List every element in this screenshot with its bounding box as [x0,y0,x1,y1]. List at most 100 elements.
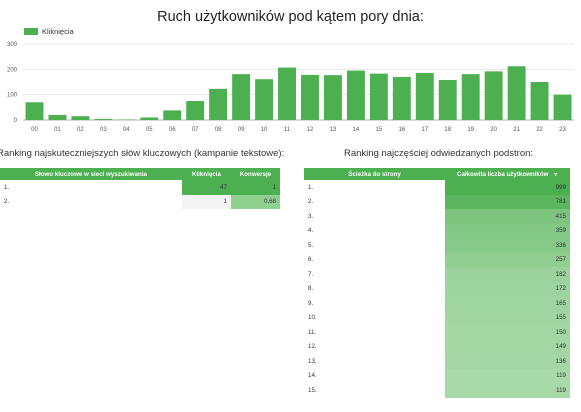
bar-20[interactable] [484,71,503,120]
page-row[interactable]: 2. 781 [304,194,570,209]
x-tick-label: 19 [467,127,474,133]
users-cell: 359 [445,223,570,238]
keyword-cell: 2. [4,198,10,206]
page-row[interactable]: 7. 182 [304,267,570,282]
bar-07[interactable] [186,101,205,120]
bar-14[interactable] [346,70,365,120]
conversions-cell: 0,68 [230,194,280,209]
page-row[interactable]: 4. 359 [304,223,570,238]
users-cell: 149 [445,339,570,354]
page-row[interactable]: 1. 999 [304,180,570,195]
page-row[interactable]: 8. 172 [304,281,570,296]
bar-00[interactable] [25,102,44,120]
users-column-header[interactable]: Całkowita liczba użytkowników ▼ [445,168,570,180]
users-cell: 165 [445,296,570,311]
chart-legend: Kliknięcia [24,27,74,36]
x-tick-label: 23 [559,127,566,133]
bar-04[interactable] [117,119,136,120]
conversions-column-header[interactable]: Konwersje [230,168,280,180]
page-row[interactable]: 9. 165 [304,296,570,311]
bar-22[interactable] [530,82,549,120]
keyword-column-header[interactable]: Słowo kluczowe w sieci wyszukiwania [0,168,182,180]
bar-23[interactable] [553,94,572,120]
path-cell: 11. [308,328,317,336]
bar-18[interactable] [438,79,457,120]
bar-15[interactable] [369,73,388,120]
pages-section-title: Ranking najczęściej odwiedzanych podstro… [344,148,534,159]
sort-desc-icon[interactable]: ▼ [553,171,559,178]
path-cell: 1. [308,183,314,191]
path-cell: 8. [308,285,314,293]
x-tick-label: 11 [284,127,291,133]
page-row[interactable]: 10. 155 [304,310,570,325]
bar-02[interactable] [71,116,90,120]
keyword-cell: 1. [4,183,10,191]
users-cell: 781 [445,194,570,209]
users-cell: 257 [445,252,570,267]
users-cell: 136 [445,354,570,369]
path-column-header[interactable]: Ścieżka do strony [304,168,446,180]
x-tick-label: 00 [31,127,38,133]
keyword-row[interactable]: 2. 1 0,68 [0,194,280,209]
y-axis: 0 100 200 300 [7,42,18,124]
x-tick-label: 09 [238,127,245,133]
pages-header-row: Ścieżka do strony Całkowita liczba użytk… [304,168,570,180]
bar-12[interactable] [301,74,319,120]
users-cell: 172 [445,281,570,296]
x-tick-label: 05 [146,127,153,133]
users-cell: 182 [445,267,570,282]
bar-03[interactable] [94,118,113,120]
bar-05[interactable] [140,117,159,120]
path-cell: 15. [308,386,317,394]
y-tick-label: 300 [7,42,18,48]
users-column-label: Całkowita liczba użytkowników [457,170,549,178]
page-row[interactable]: 6. 257 [304,252,570,267]
users-cell: 155 [445,310,570,325]
bar-11[interactable] [278,67,296,120]
x-tick-label: 04 [123,127,130,133]
x-tick-label: 14 [353,127,360,133]
x-tick-label: 18 [444,127,451,133]
keyword-row[interactable]: 1. 47 1 [0,180,280,195]
bar-13[interactable] [323,75,342,120]
clicks-cell: 1 [181,194,231,209]
x-tick-label: 12 [307,127,314,133]
bar-17[interactable] [415,72,434,120]
x-tick-label: 13 [330,127,337,133]
users-cell: 150 [445,325,570,340]
page-row[interactable]: 11. 150 [304,325,570,340]
x-tick-label: 08 [215,127,222,133]
page-row[interactable]: 5. 336 [304,238,570,253]
bar-19[interactable] [461,74,480,120]
page-row[interactable]: 3. 415 [304,209,570,224]
page-row[interactable]: 14. 119 [304,368,570,383]
bar-01[interactable] [48,114,67,120]
x-tick-label: 02 [77,127,84,133]
path-cell: 7. [308,270,314,278]
keywords-section-title: Ranking najskuteczniejszych słów kluczow… [0,148,285,159]
bar-08[interactable] [209,88,228,120]
x-tick-label: 15 [376,127,383,133]
page-row[interactable]: 12. 149 [304,339,570,354]
users-cell: 999 [445,180,570,195]
users-cell: 119 [445,368,570,383]
page-row[interactable]: 13. 136 [304,354,570,369]
clicks-column-header[interactable]: Kliknięcia [181,168,231,180]
x-tick-label: 07 [192,127,199,133]
bar-21[interactable] [507,66,526,120]
path-cell: 14. [308,372,317,380]
y-tick-label: 0 [14,118,18,124]
bar-16[interactable] [392,76,411,120]
x-tick-label: 16 [398,127,405,133]
chart-title: Ruch użytkowników pod kątem pory dnia: [157,9,424,25]
x-tick-label: 20 [490,127,497,133]
bars [25,66,572,120]
y-tick-label: 100 [7,93,18,99]
path-cell: 6. [308,256,314,264]
bar-06[interactable] [163,110,182,120]
bar-10[interactable] [255,79,274,120]
page-row[interactable]: 15. 119 [304,383,570,398]
path-cell: 5. [308,241,314,249]
bar-09[interactable] [232,74,251,120]
clicks-cell: 47 [181,180,231,195]
